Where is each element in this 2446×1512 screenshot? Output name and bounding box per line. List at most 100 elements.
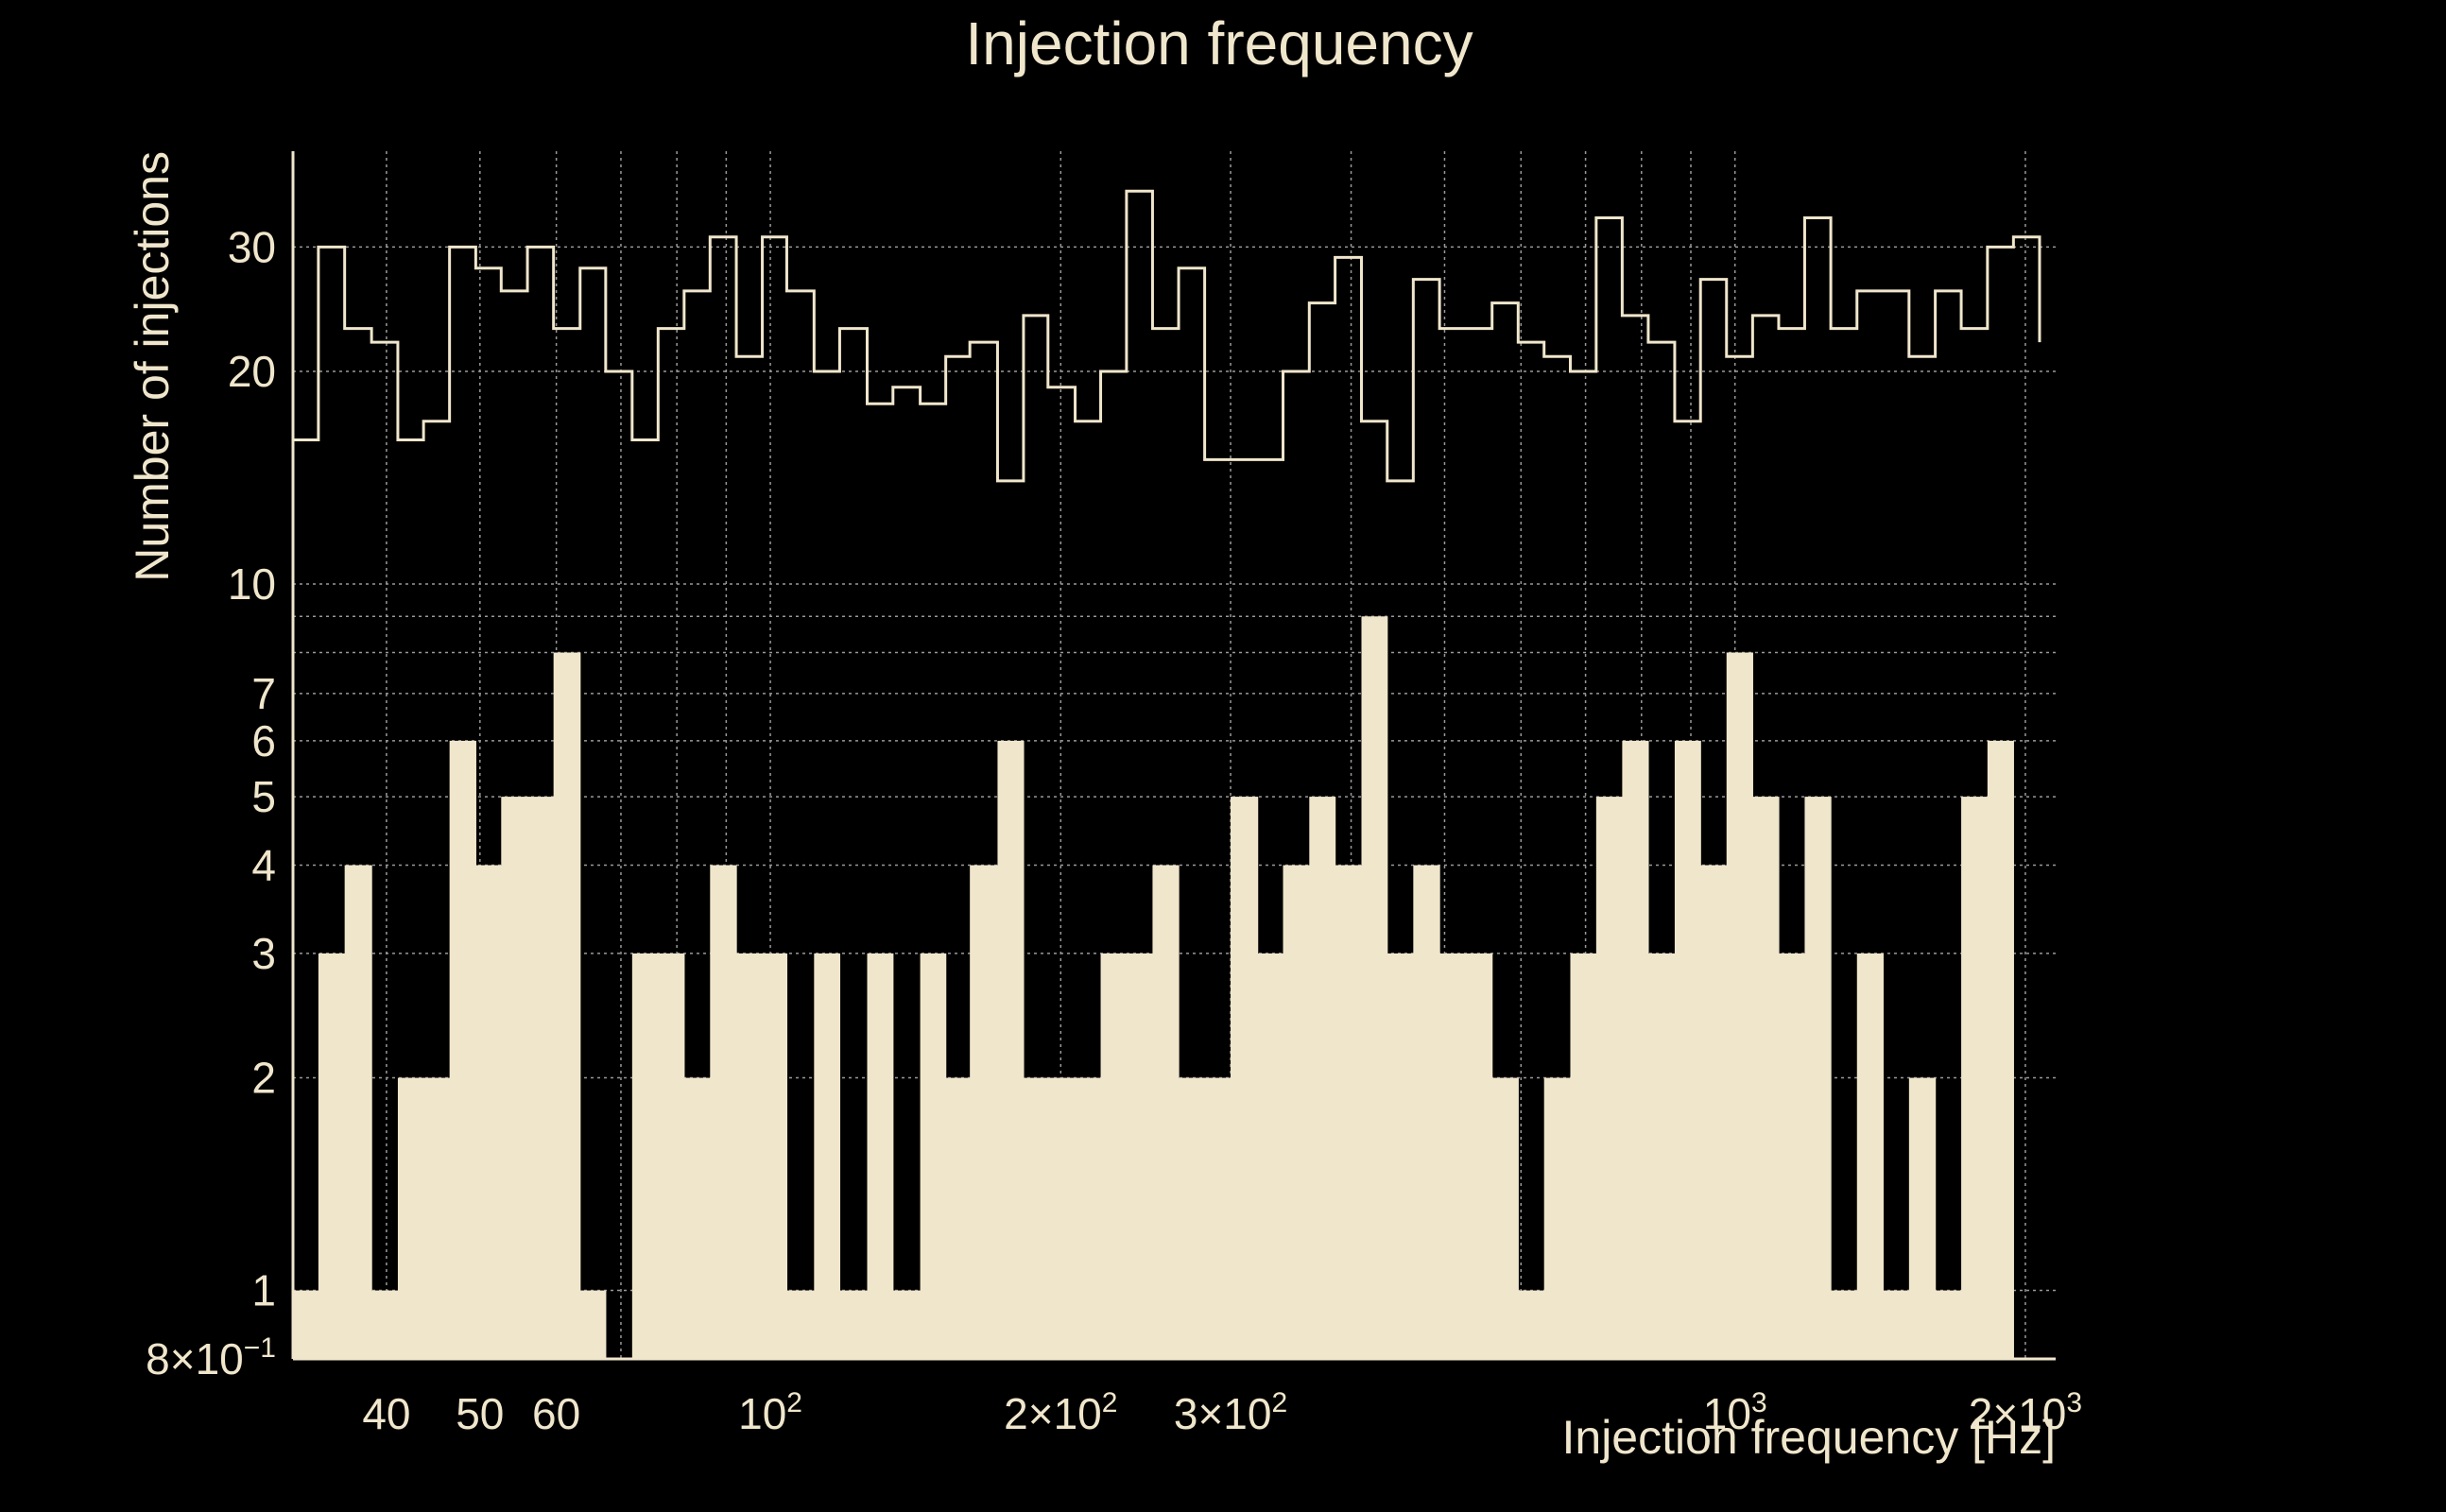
histogram-bar — [710, 865, 737, 1359]
histogram-bar — [814, 953, 841, 1359]
y-tick-label-base: 8×10 — [146, 1334, 244, 1383]
histogram-bar — [318, 953, 346, 1359]
histogram-bar — [1856, 953, 1884, 1359]
histogram-bar — [1908, 1077, 1937, 1359]
histogram-bar — [1179, 1077, 1206, 1359]
histogram-bar — [501, 797, 528, 1359]
y-axis-label: Number of injections — [126, 151, 179, 582]
histogram-bar — [527, 797, 555, 1359]
histogram-bar — [1647, 953, 1676, 1359]
filled-histogram-bars — [293, 616, 2014, 1359]
histogram-bar — [1491, 1077, 1519, 1359]
y-tick-label: 1 — [251, 1266, 276, 1315]
y-tick-labels: 8×10−1 1 2 3 4 5 67 10 20 30 — [146, 222, 276, 1383]
y-tick-label: 3 — [251, 929, 276, 978]
y-tick-label: 8×10−1 — [146, 1332, 276, 1383]
histogram-bar — [892, 1290, 922, 1359]
chart-title: Injection frequency — [965, 9, 1473, 77]
histogram-bar — [1361, 616, 1388, 1359]
y-tick-label: 10 — [228, 559, 276, 609]
histogram-bar — [1465, 953, 1493, 1359]
histogram-bar — [1674, 740, 1701, 1359]
histogram-bar — [1257, 953, 1284, 1359]
histogram-bar — [839, 1290, 869, 1359]
x-tick-label-exponent: 2 — [1102, 1387, 1118, 1418]
histogram-bar — [1935, 1290, 1962, 1359]
x-tick-label-base: 2×10 — [1004, 1389, 1102, 1438]
histogram-bar — [1439, 953, 1467, 1359]
histogram-bar — [423, 1077, 451, 1359]
histogram-bar — [1804, 797, 1832, 1359]
histogram-bar — [1387, 953, 1414, 1359]
y-tick-label-exponent: −1 — [244, 1332, 276, 1364]
x-tick-label-exponent: 3 — [2066, 1387, 2082, 1418]
histogram-bar — [1309, 797, 1336, 1359]
x-tick-label-base: 10 — [738, 1389, 786, 1438]
histogram-bar — [997, 740, 1025, 1359]
histogram-bar — [475, 865, 502, 1359]
x-tick-label: 3×102 — [1174, 1387, 1287, 1438]
x-tick-label-base: 10 — [1703, 1389, 1751, 1438]
y-tick-label: 2 — [251, 1054, 276, 1103]
histogram-bar — [658, 953, 685, 1359]
histogram-bar — [1987, 740, 2014, 1359]
histogram-bar — [1047, 1077, 1077, 1359]
histogram-bar — [631, 953, 659, 1359]
histogram-bar — [1570, 953, 1597, 1359]
x-tick-label-exponent: 3 — [1751, 1387, 1767, 1418]
y-tick-label: 6 — [251, 716, 276, 765]
y-tick-label: 4 — [251, 841, 276, 890]
x-tick-label-base: 40 — [362, 1389, 410, 1438]
histogram-bar — [683, 1077, 711, 1359]
histogram-bar — [1518, 1290, 1545, 1359]
x-axis-label: Injection frequency [Hz] — [1562, 1411, 2057, 1464]
x-tick-label: 60 — [532, 1389, 580, 1438]
y-tick-label: 20 — [228, 347, 276, 396]
histogram-bar — [293, 1290, 319, 1359]
histogram-bar — [1335, 865, 1363, 1359]
histogram-bar — [1023, 1077, 1049, 1359]
histogram-bar — [945, 1077, 971, 1359]
histogram-bar — [1752, 797, 1780, 1359]
histogram-bar — [736, 953, 764, 1359]
histogram-bar — [1726, 652, 1753, 1359]
x-tick-label: 102 — [738, 1387, 802, 1438]
x-tick-label-base: 3×10 — [1174, 1389, 1272, 1438]
histogram-bar — [397, 1077, 424, 1359]
histogram-bar — [1075, 1077, 1102, 1359]
x-tick-label-base: 50 — [456, 1389, 504, 1438]
histogram-bar — [867, 953, 894, 1359]
histogram-bar — [762, 953, 788, 1359]
y-tick-label: 5 — [251, 772, 276, 821]
histogram-bar — [1543, 1077, 1572, 1359]
histogram-bar — [1778, 953, 1806, 1359]
histogram-bar — [1961, 797, 1989, 1359]
x-tick-label: 2×102 — [1004, 1387, 1117, 1438]
histogram-bar — [1126, 953, 1154, 1359]
x-tick-label-base: 2×10 — [1969, 1389, 2067, 1438]
histogram-bar — [1100, 953, 1128, 1359]
histogram-bar — [1700, 865, 1728, 1359]
histogram-bar — [1622, 740, 1649, 1359]
x-tick-label: 2×103 — [1969, 1387, 2082, 1438]
outline-histogram-series — [291, 189, 2041, 1359]
x-tick-label-base: 60 — [532, 1389, 580, 1438]
histogram-bar — [1152, 865, 1180, 1359]
x-tick-label: 50 — [456, 1389, 504, 1438]
x-tick-label-exponent: 2 — [786, 1387, 802, 1418]
x-tick-label: 103 — [1703, 1387, 1767, 1438]
histogram-bar — [1413, 865, 1440, 1359]
histogram-bar — [449, 740, 476, 1359]
x-tick-label-exponent: 2 — [1271, 1387, 1287, 1418]
histogram-bar — [344, 865, 372, 1359]
y-tick-label: 7 — [251, 669, 276, 718]
histogram-bar — [970, 865, 999, 1359]
histogram-bar — [1204, 1077, 1232, 1359]
histogram-bar — [371, 1290, 399, 1359]
histogram-bar — [1595, 797, 1623, 1359]
histogram-bar — [920, 953, 947, 1359]
histogram-bar — [553, 652, 581, 1359]
x-tick-labels: 40 50 60 102 2×102 3×102 103 2×103 — [362, 1387, 2082, 1438]
histogram-bar — [1231, 797, 1259, 1359]
